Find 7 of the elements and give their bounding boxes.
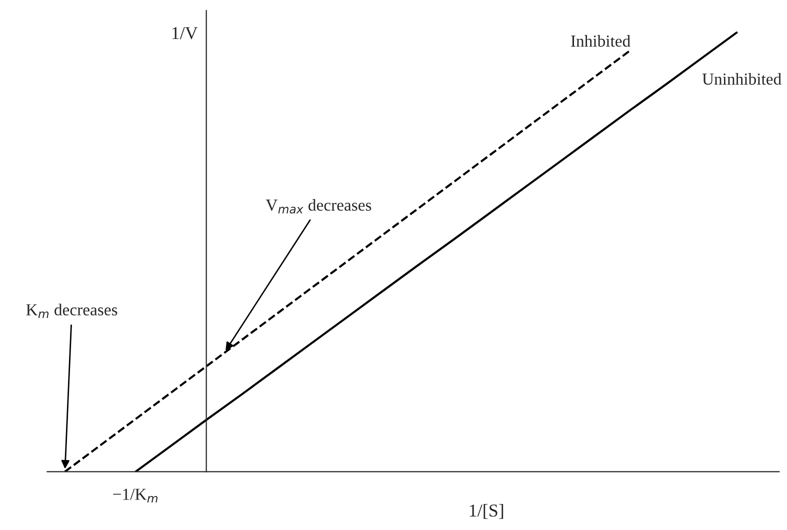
annotation: V$_{max}$ decreases [266,199,372,214]
x-axis-title: 1/[S] [470,504,504,519]
series-label: Inhibited [571,35,630,47]
text: −1/K$_{m}$ [113,488,158,502]
y-axis-title: 1/V [172,27,198,40]
series-label: Uninhibited [702,73,782,85]
annotation: K$_{m}$ decreases [26,304,118,318]
